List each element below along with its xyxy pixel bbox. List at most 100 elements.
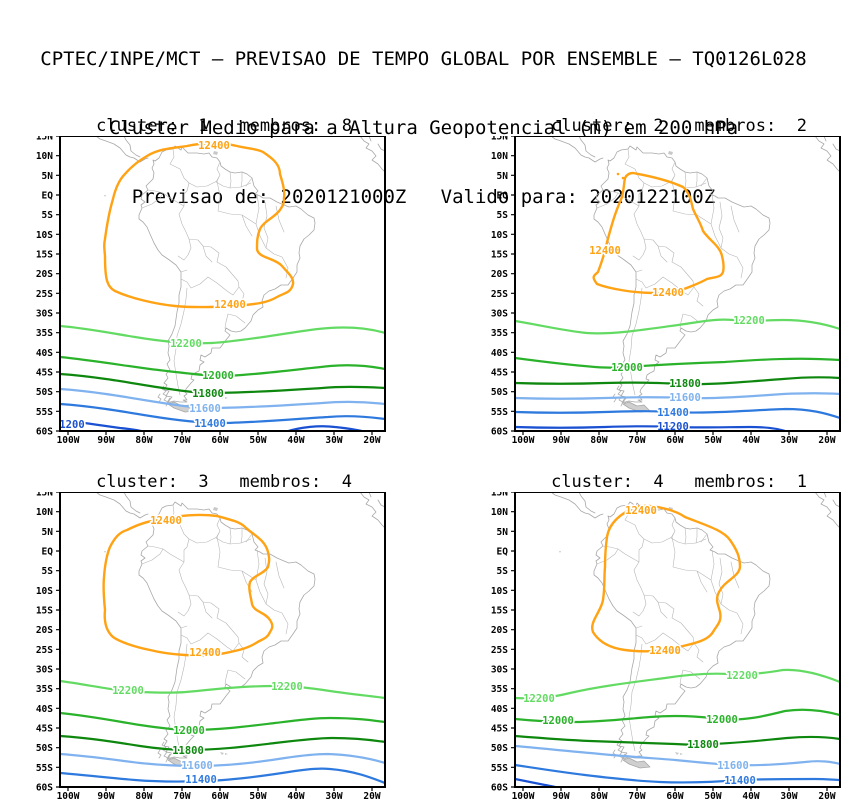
lat-label: 10S (491, 586, 508, 597)
lat-ticks (511, 492, 515, 788)
lat-label: 40S (491, 348, 508, 359)
contour-label-12400-top: 12400 (150, 515, 182, 527)
lon-label: 80W (135, 435, 152, 446)
lat-label: 5N (497, 171, 509, 182)
contour-12400 (102, 513, 274, 657)
contour-label-12400-bottom: 12400 (189, 647, 221, 659)
contour-11200 (515, 425, 789, 431)
lat-label: 20S (36, 269, 53, 280)
lat-label: 10S (491, 230, 508, 241)
lon-label: 80W (590, 435, 607, 446)
lat-label: 20S (491, 269, 508, 280)
contour-11400 (515, 763, 840, 784)
contour-12200 (515, 318, 840, 335)
lat-label: 10S (36, 586, 53, 597)
lat-label: 50S (491, 387, 508, 398)
lat-label: 15S (491, 250, 508, 261)
contour-label-12400-top: 12400 (625, 505, 657, 517)
lat-label: 5S (497, 566, 509, 577)
contour-label-11400: 11400 (724, 775, 756, 787)
lat-label: 35S (491, 328, 508, 339)
lon-ticks (522, 787, 828, 791)
contour-label-12400-top: 12400 (198, 140, 230, 152)
panel-cluster-2: cluster: 2 membros: 2 12400 12400 12200 … (483, 106, 843, 448)
lon-label: 90W (97, 791, 114, 802)
lon-label: 20W (818, 791, 835, 802)
lat-label: 50S (36, 387, 53, 398)
contour-12000 (515, 356, 840, 369)
lat-label: 60S (36, 783, 53, 794)
lat-label: 15N (36, 492, 53, 499)
lat-label: 20S (491, 625, 508, 636)
map-cluster-3: 12400 12400 12200 12200 12000 11800 1160… (36, 492, 386, 802)
lat-label: 40S (491, 704, 508, 715)
panel-cluster-1: cluster: 1 membros: 8 12400 12400 12200 … (28, 106, 388, 448)
lat-label: EQ (497, 191, 509, 202)
lon-label: 60W (666, 435, 683, 446)
lon-label: 30W (780, 791, 797, 802)
lon-label: 50W (704, 435, 721, 446)
lat-label: 15N (491, 492, 508, 499)
lat-label: 45S (491, 724, 508, 735)
lat-ticks (56, 136, 60, 432)
lat-ticks (511, 136, 515, 432)
lat-label: 15N (36, 136, 53, 143)
lon-label: 70W (173, 791, 190, 802)
lon-label: 60W (666, 791, 683, 802)
lat-label: EQ (42, 547, 54, 558)
contour-11800 (60, 372, 385, 395)
contour-11800 (515, 734, 840, 746)
contour-label-12000-left: 12000 (542, 715, 574, 727)
lon-label: 50W (249, 435, 266, 446)
lat-label: 30S (36, 309, 53, 320)
contour-label-12400-bottom: 12400 (652, 287, 684, 299)
contour-label-11800: 11800 (192, 388, 224, 400)
contour-12200 (515, 668, 840, 700)
lat-label: 5S (42, 210, 54, 221)
lat-label: 10N (491, 507, 508, 518)
contour-11600 (515, 744, 840, 767)
lat-label: 15N (491, 136, 508, 143)
contour-label-11800: 11800 (687, 739, 719, 751)
contour-12400-fragment-dot (621, 176, 625, 180)
lon-label: 70W (628, 435, 645, 446)
contour-label-11400: 11400 (185, 774, 217, 786)
lat-label: EQ (42, 191, 54, 202)
lat-label: 35S (36, 684, 53, 695)
contour-11800 (515, 376, 840, 386)
contour-label-12200-right: 12200 (726, 670, 758, 682)
lon-label: 50W (704, 791, 721, 802)
lat-label: 10N (36, 507, 53, 518)
map-cluster-4: 12400 12400 12200 12200 12000 12000 1180… (491, 492, 841, 802)
lat-label: 55S (491, 763, 508, 774)
contour-12000 (60, 355, 385, 378)
contour-label-12200: 12200 (733, 315, 765, 327)
contour-12400-fragment-dot (616, 172, 620, 176)
contour-11400 (515, 407, 840, 420)
lat-label: 30S (491, 665, 508, 676)
lon-label: 20W (363, 435, 380, 446)
lat-label: 40S (36, 348, 53, 359)
contour-label-11600: 11600 (181, 760, 213, 772)
lat-label: 25S (491, 289, 508, 300)
lon-label: 20W (818, 435, 835, 446)
map-frame (59, 136, 386, 432)
lon-ticks (67, 431, 373, 435)
lon-ticks (522, 431, 828, 435)
contour-11400 (60, 402, 385, 425)
map-cluster-1: 12400 12400 12200 12000 11800 11600 1140… (36, 136, 386, 446)
lon-label: 20W (363, 791, 380, 802)
lon-label: 70W (173, 435, 190, 446)
lat-label: 5N (42, 527, 54, 538)
lat-label: 5S (497, 210, 509, 221)
lat-label: 5S (42, 566, 54, 577)
contour-label-11800: 11800 (669, 378, 701, 390)
lon-label: 100W (57, 791, 80, 802)
contour-label-12000: 12000 (611, 362, 643, 374)
panel-cluster-4: cluster: 4 membros: 1 12400 12400 12200 … (483, 462, 843, 803)
lat-label: 5N (497, 527, 509, 538)
lat-label: 55S (36, 763, 53, 774)
contour-label-12200-left: 12200 (523, 693, 555, 705)
lat-label: 25S (36, 645, 53, 656)
lat-label: 50S (36, 743, 53, 754)
